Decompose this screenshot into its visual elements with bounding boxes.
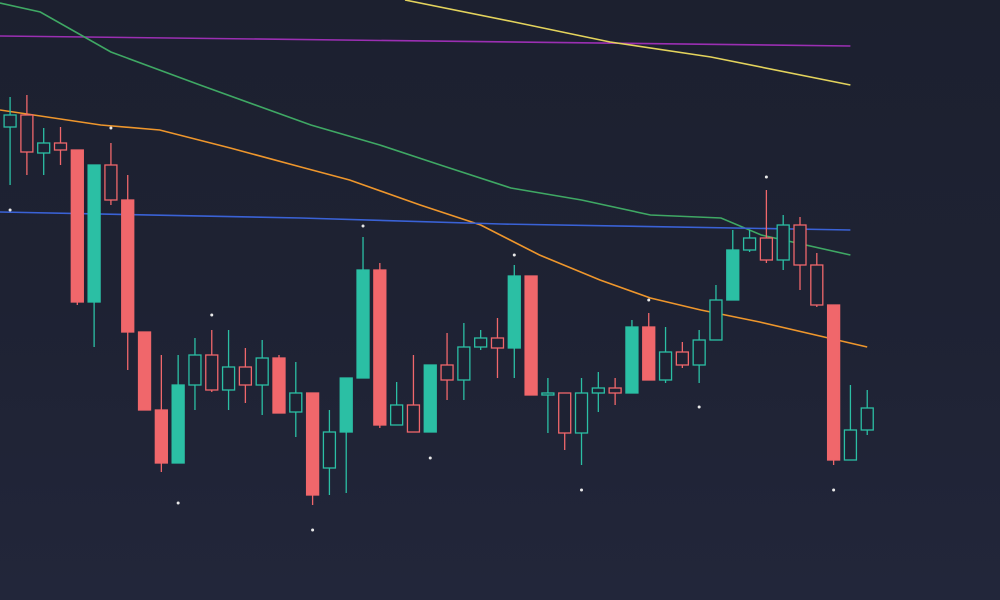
- candle-body: [272, 357, 286, 414]
- candle-body: [221, 366, 236, 391]
- candle-body: [574, 392, 589, 434]
- candle-body: [356, 269, 370, 379]
- candle-body: [322, 431, 337, 469]
- candle-body: [121, 199, 135, 333]
- ma-line: [0, 109, 868, 348]
- marker-dot: [176, 501, 180, 505]
- candle-body: [642, 326, 656, 381]
- candle-body: [759, 237, 774, 261]
- candle-body: [608, 387, 622, 394]
- candle-body: [171, 384, 185, 464]
- candle-body: [591, 387, 605, 394]
- candle-body: [53, 142, 68, 151]
- marker-dot: [832, 488, 836, 492]
- candle-body: [742, 237, 757, 251]
- marker-dot: [361, 224, 365, 228]
- candle-body: [137, 331, 152, 411]
- candle-body: [507, 275, 521, 349]
- candle-body: [709, 299, 723, 341]
- candle-body: [289, 392, 303, 413]
- candle-body: [37, 142, 51, 154]
- marker-dot: [311, 528, 315, 532]
- marker-dot: [428, 456, 432, 460]
- candle-body: [154, 409, 168, 464]
- candle-body: [339, 377, 353, 433]
- candle-body: [87, 164, 101, 303]
- candle-body: [104, 164, 118, 201]
- marker-dot: [512, 253, 516, 257]
- candle-body: [810, 264, 824, 306]
- candle-body: [20, 114, 34, 153]
- marker-dot: [580, 488, 584, 492]
- candle-body: [188, 354, 202, 386]
- ma-line: [0, 211, 851, 231]
- candle-body: [474, 337, 488, 348]
- ma-line: [0, 2, 851, 256]
- candle-body: [389, 404, 404, 426]
- candle-body: [423, 364, 437, 433]
- candle-body: [205, 354, 219, 391]
- candle-body: [255, 357, 269, 386]
- candle-body: [675, 351, 690, 366]
- candle-body: [793, 224, 807, 266]
- candle-body: [558, 392, 572, 434]
- marker-dot: [8, 208, 12, 212]
- plot-area: [0, 0, 874, 532]
- marker-dot: [210, 313, 214, 317]
- marker-dot: [109, 126, 113, 130]
- candle-body: [490, 337, 505, 349]
- candle-body: [305, 392, 320, 496]
- candle-body: [860, 407, 874, 431]
- ma-line: [404, 0, 851, 86]
- marker-dot: [764, 175, 768, 179]
- candle-body: [70, 149, 84, 303]
- candle-body: [457, 346, 471, 381]
- ma-line: [0, 35, 851, 47]
- marker-dot: [647, 298, 651, 302]
- candle-body: [776, 224, 790, 261]
- marker-dot: [697, 405, 701, 409]
- candle-body: [3, 114, 17, 128]
- candle-body: [238, 366, 253, 386]
- candle-body: [524, 275, 538, 396]
- candle-body: [440, 364, 454, 381]
- candle-body: [406, 404, 421, 433]
- candle-body: [726, 249, 740, 301]
- candle-body: [658, 351, 673, 381]
- candle-body: [826, 304, 841, 461]
- candle-body: [692, 339, 706, 366]
- candle-body: [541, 392, 555, 396]
- candle-body: [843, 429, 858, 461]
- candle-body: [625, 326, 639, 394]
- candle-body: [373, 269, 387, 426]
